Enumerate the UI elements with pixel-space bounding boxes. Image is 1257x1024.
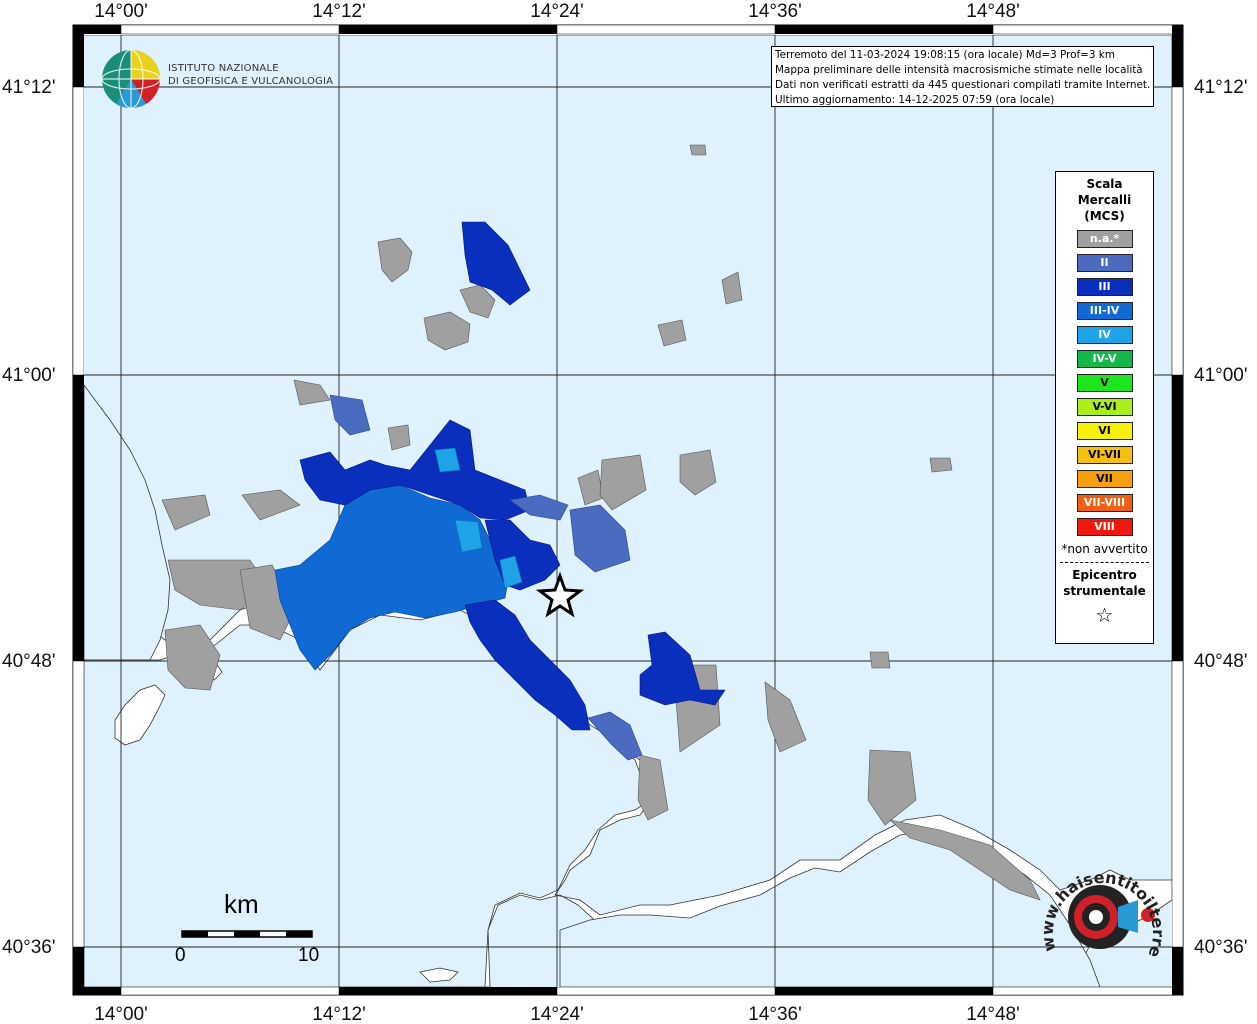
legend-swatch-0: n.a.* [1076,230,1133,248]
legend-na-note: *non avvertito [1061,542,1148,556]
legend-star-icon: ☆ [1095,603,1114,627]
top-tick-3: 14°36' [748,1,802,22]
info-line3: Dati non verificati estratti da 445 ques… [775,79,1151,91]
left-tick-3: 40°36' [2,937,56,958]
legend-epicentro-line2: strumentale [1063,584,1146,598]
left-tick-1: 41°00' [2,365,56,386]
bottom-tick-1: 14°12' [312,1004,366,1024]
legend-swatch-2: III [1076,278,1133,296]
intensity-iii-area-ne [461,221,531,306]
hsit-logo: www.haisentitoilterremoto.it [1038,855,1168,960]
earthquake-info-box: Terremoto del 11-03-2024 19:08:15 (ora l… [771,46,1154,107]
intensity-ii-area [329,394,371,436]
intensity-ii-area-se [587,711,643,761]
legend-swatch-7: V-VI [1076,398,1133,416]
bottom-tick-0: 14°00' [94,1004,148,1024]
ingv-globe-icon [101,49,161,109]
info-line4: Ultimo aggiornamento: 14-12-2025 07:59 (… [775,94,1055,106]
ingv-logo: ISTITUTO NAZIONALE DI GEOFISICA E VULCAN… [100,48,333,110]
legend-epicentro-line1: Epicentro [1072,568,1137,582]
info-line2: Mappa preliminare delle intensità macros… [775,64,1143,76]
intensity-iii-area [464,599,591,731]
legend-swatch-9: VI-VII [1076,446,1133,464]
legend-swatch-4: IV [1076,326,1133,344]
bottom-tick-3: 14°36' [748,1004,802,1024]
bottom-tick-labels: 14°00' 14°12' 14°24' 14°36' 14°48' [94,1004,1020,1024]
right-tick-3: 40°36' [1194,937,1248,958]
scalebar-end: 10 [298,945,320,966]
intensity-iii-area-e [639,631,726,706]
island-capri [419,967,459,983]
logo-line2: DI GEOFISICA E VULCANOLOGIA [168,76,334,87]
intensity-iv-area [454,519,483,553]
intensity-ii-area-c [509,494,569,521]
legend-swatch-1: II [1076,254,1133,272]
left-tick-labels: 41°12' 41°00' 40°48' 40°36' [2,77,56,958]
legend-swatch-6: V [1076,374,1133,392]
bottom-tick-2: 14°24' [530,1004,584,1024]
right-tick-labels: 41°12' 41°00' 40°48' 40°36' [1194,77,1248,958]
right-tick-2: 40°48' [1194,651,1248,672]
legend-title-line2: Mercalli [1077,193,1132,207]
scalebar-unit: km [224,889,259,919]
right-tick-0: 41°12' [1194,77,1248,98]
left-tick-0: 41°12' [2,77,56,98]
na-areas [161,144,1041,901]
legend-swatch-5: IV-V [1076,350,1133,368]
intensity-iv-area-2 [499,555,523,589]
legend-swatch-3: III-IV [1076,302,1133,320]
scale-bar [181,930,313,938]
top-tick-1: 14°12' [312,1,366,22]
top-tick-0: 14°00' [94,1,148,22]
logo-line1: ISTITUTO NAZIONALE [168,63,279,74]
legend-separator [1060,562,1149,563]
legend-title: Scala Mercalli (MCS) [1056,176,1153,224]
intensity-iii-area-n [299,419,531,521]
intensity-ii-area-e [569,504,631,573]
mercalli-legend: Scala Mercalli (MCS) n.a.* II III III-IV IV I… [1055,171,1154,644]
right-tick-1: 41°00' [1194,365,1248,386]
epicenter-star [535,571,585,618]
intensity-iv-area-3 [434,447,461,473]
legend-swatch-12: VIII [1076,518,1133,536]
legend-title-line3: (MCS) [1084,209,1125,223]
legend-items: n.a.* II III III-IV IV IV-V V V-VI VI VI-VII VII VI… [1056,230,1153,536]
top-tick-2: 14°24' [530,1,584,22]
legend-epicentro: Epicentro strumentale [1056,567,1153,599]
top-tick-4: 14°48' [966,1,1020,22]
legend-swatch-8: VI [1076,422,1133,440]
top-tick-labels: 14°00' 14°12' 14°24' 14°36' 14°48' [94,1,1020,22]
gulf-salerno [559,829,1101,987]
info-line1: Terremoto del 11-03-2024 19:08:15 (ora l… [775,49,1115,61]
scalebar-start: 0 [175,945,186,966]
bottom-tick-4: 14°48' [966,1004,1020,1024]
legend-swatch-11: VII-VIII [1076,494,1133,512]
legend-title-line1: Scala [1086,177,1123,191]
island-ischia [114,684,166,746]
legend-swatch-10: VII [1076,470,1133,488]
left-tick-2: 40°48' [2,651,56,672]
